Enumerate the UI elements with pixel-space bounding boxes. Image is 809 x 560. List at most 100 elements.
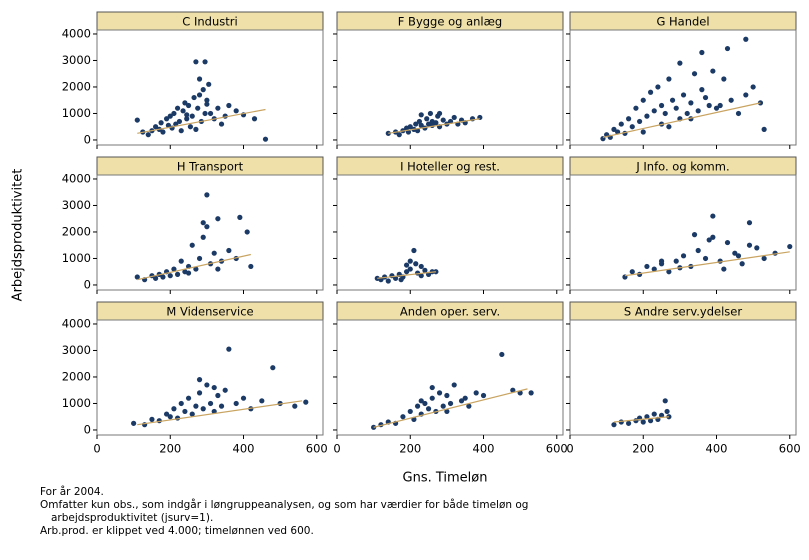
point — [640, 97, 646, 103]
point — [429, 395, 435, 401]
x-tick-label: 600 — [306, 442, 328, 456]
point — [757, 100, 764, 106]
point — [724, 45, 731, 52]
y-tick-label: 3000 — [62, 53, 91, 67]
point — [666, 76, 672, 82]
point — [187, 124, 194, 130]
point — [743, 92, 749, 98]
x-tick-label: 400 — [706, 442, 728, 456]
panel-title: J Info. og komm. — [635, 160, 729, 174]
panel-title: S Andre serv.ydelser — [624, 305, 742, 319]
point — [626, 420, 632, 426]
panel — [96, 29, 324, 146]
y-tick-label: 4000 — [62, 171, 91, 185]
point — [418, 273, 424, 279]
point — [233, 400, 239, 407]
point — [680, 253, 687, 259]
point — [666, 269, 672, 275]
panel — [336, 29, 564, 146]
panel-title: H Transport — [177, 160, 244, 174]
point — [411, 247, 417, 254]
point — [193, 266, 199, 272]
point — [728, 97, 734, 103]
x-tick-label: 0 — [333, 442, 340, 456]
point — [633, 105, 639, 111]
point — [204, 382, 210, 388]
point — [666, 414, 672, 420]
point — [669, 97, 676, 103]
point — [182, 408, 188, 415]
panel-title: M Videnservice — [166, 305, 253, 319]
point — [418, 263, 424, 270]
point — [699, 87, 705, 93]
point — [664, 408, 670, 415]
point — [418, 122, 424, 128]
point — [422, 400, 428, 407]
point — [160, 129, 166, 135]
y-tick-label: 0 — [84, 132, 91, 146]
point — [226, 346, 232, 352]
point — [237, 214, 243, 220]
point — [211, 408, 217, 415]
point — [200, 234, 206, 240]
notes: For år 2004. Omfatter kun obs., som indg… — [40, 486, 528, 538]
point — [636, 118, 643, 125]
point — [400, 414, 406, 420]
point — [403, 269, 410, 275]
point — [721, 266, 727, 272]
point — [200, 406, 206, 412]
point — [244, 229, 250, 235]
point — [396, 132, 402, 138]
point — [746, 220, 753, 226]
x-tick-label: 200 — [632, 442, 654, 456]
point — [171, 266, 177, 272]
point — [207, 110, 214, 117]
panel-title: F Bygge og anlæg — [398, 15, 502, 29]
point — [196, 92, 203, 98]
point — [195, 105, 201, 111]
point — [233, 108, 239, 114]
panel — [336, 319, 564, 436]
panel — [569, 174, 797, 291]
point — [647, 89, 654, 95]
panel — [336, 174, 564, 291]
point — [189, 113, 195, 119]
point — [259, 398, 265, 404]
point — [750, 84, 756, 90]
x-tick-label: 400 — [473, 442, 495, 456]
point — [721, 76, 727, 82]
point — [218, 403, 225, 409]
point — [226, 247, 232, 254]
x-tick-label: 0 — [566, 442, 573, 456]
point — [662, 398, 668, 404]
point — [424, 116, 430, 122]
point — [182, 100, 188, 106]
point — [185, 395, 192, 401]
point — [666, 124, 672, 130]
y-tick-label: 3000 — [62, 343, 91, 357]
point — [695, 247, 701, 254]
point — [167, 414, 173, 420]
point — [433, 120, 439, 126]
point — [618, 121, 624, 127]
point — [732, 250, 738, 256]
y-tick-label: 1000 — [62, 251, 91, 265]
point — [458, 398, 465, 404]
point — [176, 118, 183, 125]
point — [416, 118, 423, 125]
point — [746, 242, 753, 248]
x-tick-label: 200 — [399, 442, 421, 456]
point — [178, 128, 184, 134]
point — [699, 49, 705, 56]
point — [473, 390, 479, 396]
point — [710, 68, 716, 74]
point — [171, 406, 177, 412]
point — [462, 395, 468, 401]
y-tick-label: 4000 — [62, 316, 91, 330]
y-tick-label: 2000 — [62, 224, 91, 238]
point — [163, 116, 170, 122]
point — [207, 400, 214, 407]
point — [713, 105, 720, 111]
y-axis-label: Arbejdsproduktivitet — [11, 169, 26, 302]
point — [204, 224, 210, 230]
